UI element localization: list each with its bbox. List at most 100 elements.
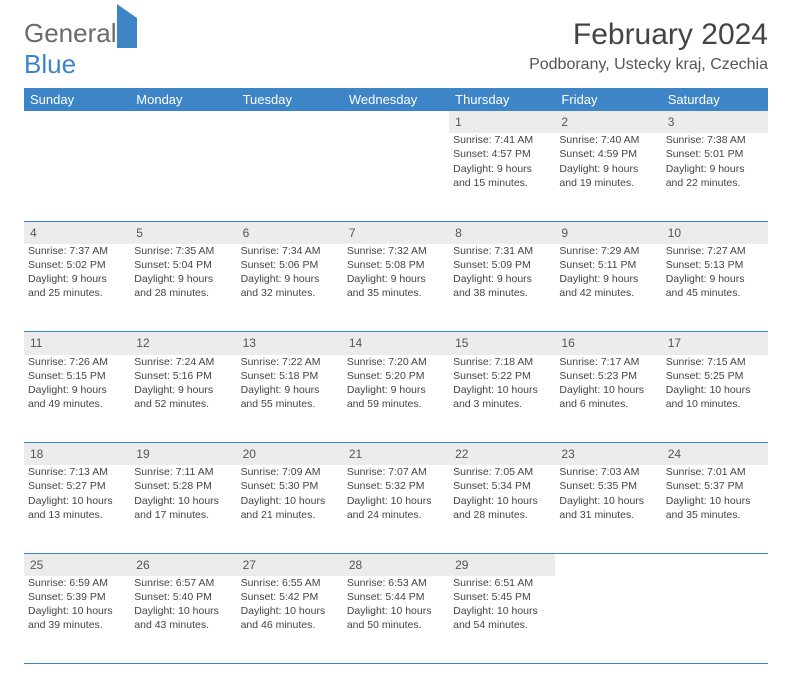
day-number: 16: [555, 332, 661, 355]
sunset-text: Sunset: 5:04 PM: [134, 258, 232, 272]
day-cell: Sunrise: 7:37 AMSunset: 5:02 PMDaylight:…: [24, 244, 130, 332]
sunrise-text: Sunrise: 6:53 AM: [347, 576, 445, 590]
sunset-text: Sunset: 5:01 PM: [666, 147, 764, 161]
daylight-text: Daylight: 9 hours and 49 minutes.: [28, 383, 126, 411]
day-number: 4: [24, 221, 130, 244]
sunrise-text: Sunrise: 7:24 AM: [134, 355, 232, 369]
sunrise-text: Sunrise: 7:01 AM: [666, 465, 764, 479]
daylight-text: Daylight: 9 hours and 59 minutes.: [347, 383, 445, 411]
day-header: Tuesday: [237, 88, 343, 111]
daylight-text: Daylight: 9 hours and 15 minutes.: [453, 162, 551, 190]
calendar-table: SundayMondayTuesdayWednesdayThursdayFrid…: [24, 88, 768, 664]
daylight-text: Daylight: 10 hours and 46 minutes.: [241, 604, 339, 632]
day-number: 18: [24, 443, 130, 466]
day-cell: Sunrise: 7:32 AMSunset: 5:08 PMDaylight:…: [343, 244, 449, 332]
sunrise-text: Sunrise: 7:03 AM: [559, 465, 657, 479]
day-number: [130, 111, 236, 133]
day-cell: Sunrise: 6:57 AMSunset: 5:40 PMDaylight:…: [130, 576, 236, 664]
day-number: 9: [555, 221, 661, 244]
sunrise-text: Sunrise: 7:40 AM: [559, 133, 657, 147]
daylight-text: Daylight: 10 hours and 6 minutes.: [559, 383, 657, 411]
day-cell: Sunrise: 6:59 AMSunset: 5:39 PMDaylight:…: [24, 576, 130, 664]
day-number: 24: [662, 443, 768, 466]
day-cell: Sunrise: 7:03 AMSunset: 5:35 PMDaylight:…: [555, 465, 661, 553]
day-number: 21: [343, 443, 449, 466]
day-header: Wednesday: [343, 88, 449, 111]
daylight-text: Daylight: 9 hours and 45 minutes.: [666, 272, 764, 300]
sunrise-text: Sunrise: 6:59 AM: [28, 576, 126, 590]
daylight-text: Daylight: 9 hours and 52 minutes.: [134, 383, 232, 411]
day-cell: Sunrise: 6:53 AMSunset: 5:44 PMDaylight:…: [343, 576, 449, 664]
day-number: 2: [555, 111, 661, 133]
sunrise-text: Sunrise: 7:34 AM: [241, 244, 339, 258]
sunset-text: Sunset: 5:40 PM: [134, 590, 232, 604]
day-cell: Sunrise: 7:20 AMSunset: 5:20 PMDaylight:…: [343, 355, 449, 443]
day-info-row: Sunrise: 7:26 AMSunset: 5:15 PMDaylight:…: [24, 355, 768, 443]
day-cell: Sunrise: 7:27 AMSunset: 5:13 PMDaylight:…: [662, 244, 768, 332]
sunset-text: Sunset: 4:57 PM: [453, 147, 551, 161]
sunrise-text: Sunrise: 7:20 AM: [347, 355, 445, 369]
daylight-text: Daylight: 9 hours and 25 minutes.: [28, 272, 126, 300]
sunset-text: Sunset: 5:37 PM: [666, 479, 764, 493]
day-number: 25: [24, 553, 130, 576]
day-cell: Sunrise: 7:13 AMSunset: 5:27 PMDaylight:…: [24, 465, 130, 553]
day-header: Monday: [130, 88, 236, 111]
daylight-text: Daylight: 10 hours and 54 minutes.: [453, 604, 551, 632]
day-number: 7: [343, 221, 449, 244]
sunrise-text: Sunrise: 7:15 AM: [666, 355, 764, 369]
sunset-text: Sunset: 5:44 PM: [347, 590, 445, 604]
day-number: 12: [130, 332, 236, 355]
daylight-text: Daylight: 10 hours and 13 minutes.: [28, 494, 126, 522]
sunrise-text: Sunrise: 7:11 AM: [134, 465, 232, 479]
page-subtitle: Podborany, Ustecky kraj, Czechia: [529, 56, 768, 74]
sunrise-text: Sunrise: 7:29 AM: [559, 244, 657, 258]
sunset-text: Sunset: 5:18 PM: [241, 369, 339, 383]
daylight-text: Daylight: 10 hours and 50 minutes.: [347, 604, 445, 632]
daylight-text: Daylight: 10 hours and 28 minutes.: [453, 494, 551, 522]
sunset-text: Sunset: 5:28 PM: [134, 479, 232, 493]
day-cell: Sunrise: 7:40 AMSunset: 4:59 PMDaylight:…: [555, 133, 661, 221]
sunset-text: Sunset: 5:13 PM: [666, 258, 764, 272]
day-cell: [555, 576, 661, 664]
day-cell: Sunrise: 7:15 AMSunset: 5:25 PMDaylight:…: [662, 355, 768, 443]
day-cell: Sunrise: 7:38 AMSunset: 5:01 PMDaylight:…: [662, 133, 768, 221]
daylight-text: Daylight: 10 hours and 35 minutes.: [666, 494, 764, 522]
day-number-row: 45678910: [24, 221, 768, 244]
sunset-text: Sunset: 5:35 PM: [559, 479, 657, 493]
sunset-text: Sunset: 5:20 PM: [347, 369, 445, 383]
sunrise-text: Sunrise: 7:38 AM: [666, 133, 764, 147]
day-cell: Sunrise: 7:18 AMSunset: 5:22 PMDaylight:…: [449, 355, 555, 443]
day-cell: Sunrise: 7:35 AMSunset: 5:04 PMDaylight:…: [130, 244, 236, 332]
daylight-text: Daylight: 10 hours and 17 minutes.: [134, 494, 232, 522]
daylight-text: Daylight: 10 hours and 21 minutes.: [241, 494, 339, 522]
day-number: 20: [237, 443, 343, 466]
sunset-text: Sunset: 5:16 PM: [134, 369, 232, 383]
day-number: 22: [449, 443, 555, 466]
day-number: [662, 553, 768, 576]
sunset-text: Sunset: 5:30 PM: [241, 479, 339, 493]
daylight-text: Daylight: 9 hours and 35 minutes.: [347, 272, 445, 300]
day-cell: [24, 133, 130, 221]
day-number: 13: [237, 332, 343, 355]
daylight-text: Daylight: 10 hours and 39 minutes.: [28, 604, 126, 632]
logo-text: General Blue: [24, 18, 137, 80]
sunset-text: Sunset: 5:02 PM: [28, 258, 126, 272]
day-cell: [130, 133, 236, 221]
day-number: [343, 111, 449, 133]
day-cell: Sunrise: 7:34 AMSunset: 5:06 PMDaylight:…: [237, 244, 343, 332]
daylight-text: Daylight: 9 hours and 55 minutes.: [241, 383, 339, 411]
daylight-text: Daylight: 9 hours and 22 minutes.: [666, 162, 764, 190]
day-number: 15: [449, 332, 555, 355]
day-number: 17: [662, 332, 768, 355]
day-header-row: SundayMondayTuesdayWednesdayThursdayFrid…: [24, 88, 768, 111]
sunrise-text: Sunrise: 7:27 AM: [666, 244, 764, 258]
logo-triangle-icon: [117, 4, 137, 48]
logo: General Blue: [24, 18, 137, 80]
day-cell: Sunrise: 7:01 AMSunset: 5:37 PMDaylight:…: [662, 465, 768, 553]
day-number: 27: [237, 553, 343, 576]
day-number: 28: [343, 553, 449, 576]
logo-word2: Blue: [24, 49, 76, 79]
daylight-text: Daylight: 10 hours and 43 minutes.: [134, 604, 232, 632]
day-cell: [662, 576, 768, 664]
day-cell: Sunrise: 7:26 AMSunset: 5:15 PMDaylight:…: [24, 355, 130, 443]
